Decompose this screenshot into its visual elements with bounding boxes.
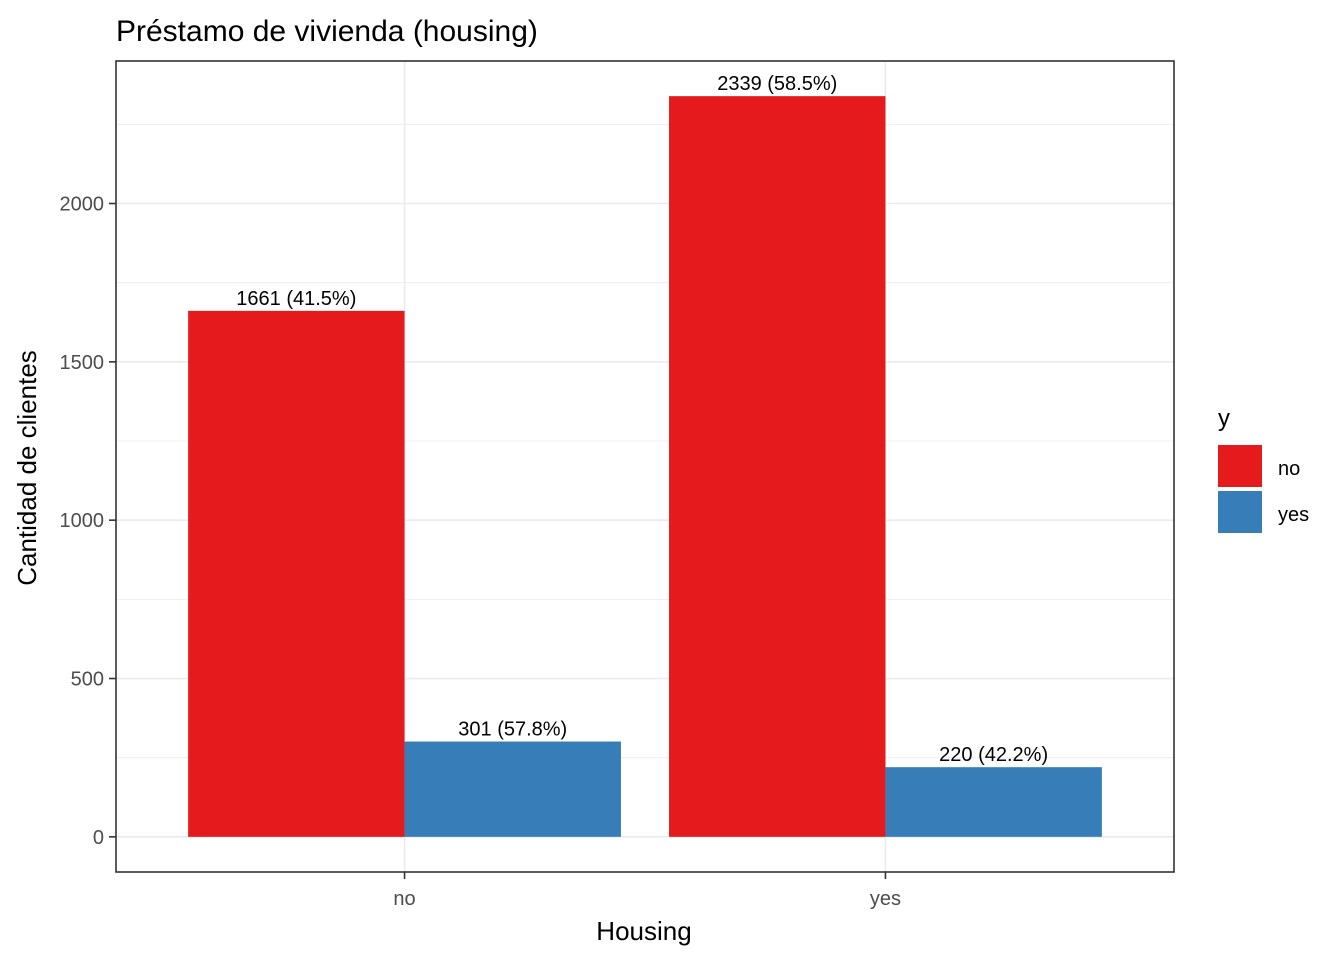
y-tick-label: 1500 bbox=[60, 352, 105, 374]
y-tick-label: 500 bbox=[71, 669, 104, 691]
data-label: 1661 (41.5%) bbox=[236, 288, 356, 310]
data-label: 2339 (58.5%) bbox=[717, 73, 837, 95]
legend-key-yes bbox=[1218, 491, 1262, 533]
panel-border bbox=[115, 60, 1175, 873]
data-label: 220 (42.2%) bbox=[939, 744, 1048, 766]
x-axis: no yes bbox=[393, 872, 901, 910]
x-axis-title: Housing bbox=[596, 916, 691, 946]
bar-yes-yes bbox=[885, 767, 1102, 837]
legend-key-no bbox=[1218, 445, 1262, 487]
legend-label: yes bbox=[1278, 504, 1309, 526]
legend: y no yes bbox=[1218, 405, 1309, 533]
y-tick-label: 1000 bbox=[60, 510, 105, 532]
bar-no-yes bbox=[669, 96, 886, 837]
legend-title: y bbox=[1218, 405, 1230, 432]
bar-no-no bbox=[188, 310, 405, 837]
chart-title: Préstamo de vivienda (housing) bbox=[116, 15, 538, 48]
bar-yes-no bbox=[404, 741, 621, 837]
bar-labels: 1661 (41.5%) 301 (57.8%) 2339 (58.5%) 220 (… bbox=[236, 73, 1048, 766]
bars bbox=[188, 96, 1102, 837]
legend-label: no bbox=[1278, 458, 1300, 480]
plot-panel: 1661 (41.5%) 301 (57.8%) 2339 (58.5%) 220 (… bbox=[115, 60, 1175, 873]
x-tick-label: no bbox=[393, 888, 415, 910]
y-axis: 0 500 1000 1500 2000 bbox=[60, 194, 116, 849]
x-tick-label: yes bbox=[870, 888, 901, 910]
data-label: 301 (57.8%) bbox=[458, 719, 567, 741]
y-tick-label: 0 bbox=[93, 827, 104, 849]
y-axis-title: Cantidad de clientes bbox=[12, 350, 42, 586]
y-tick-label: 2000 bbox=[60, 194, 105, 216]
